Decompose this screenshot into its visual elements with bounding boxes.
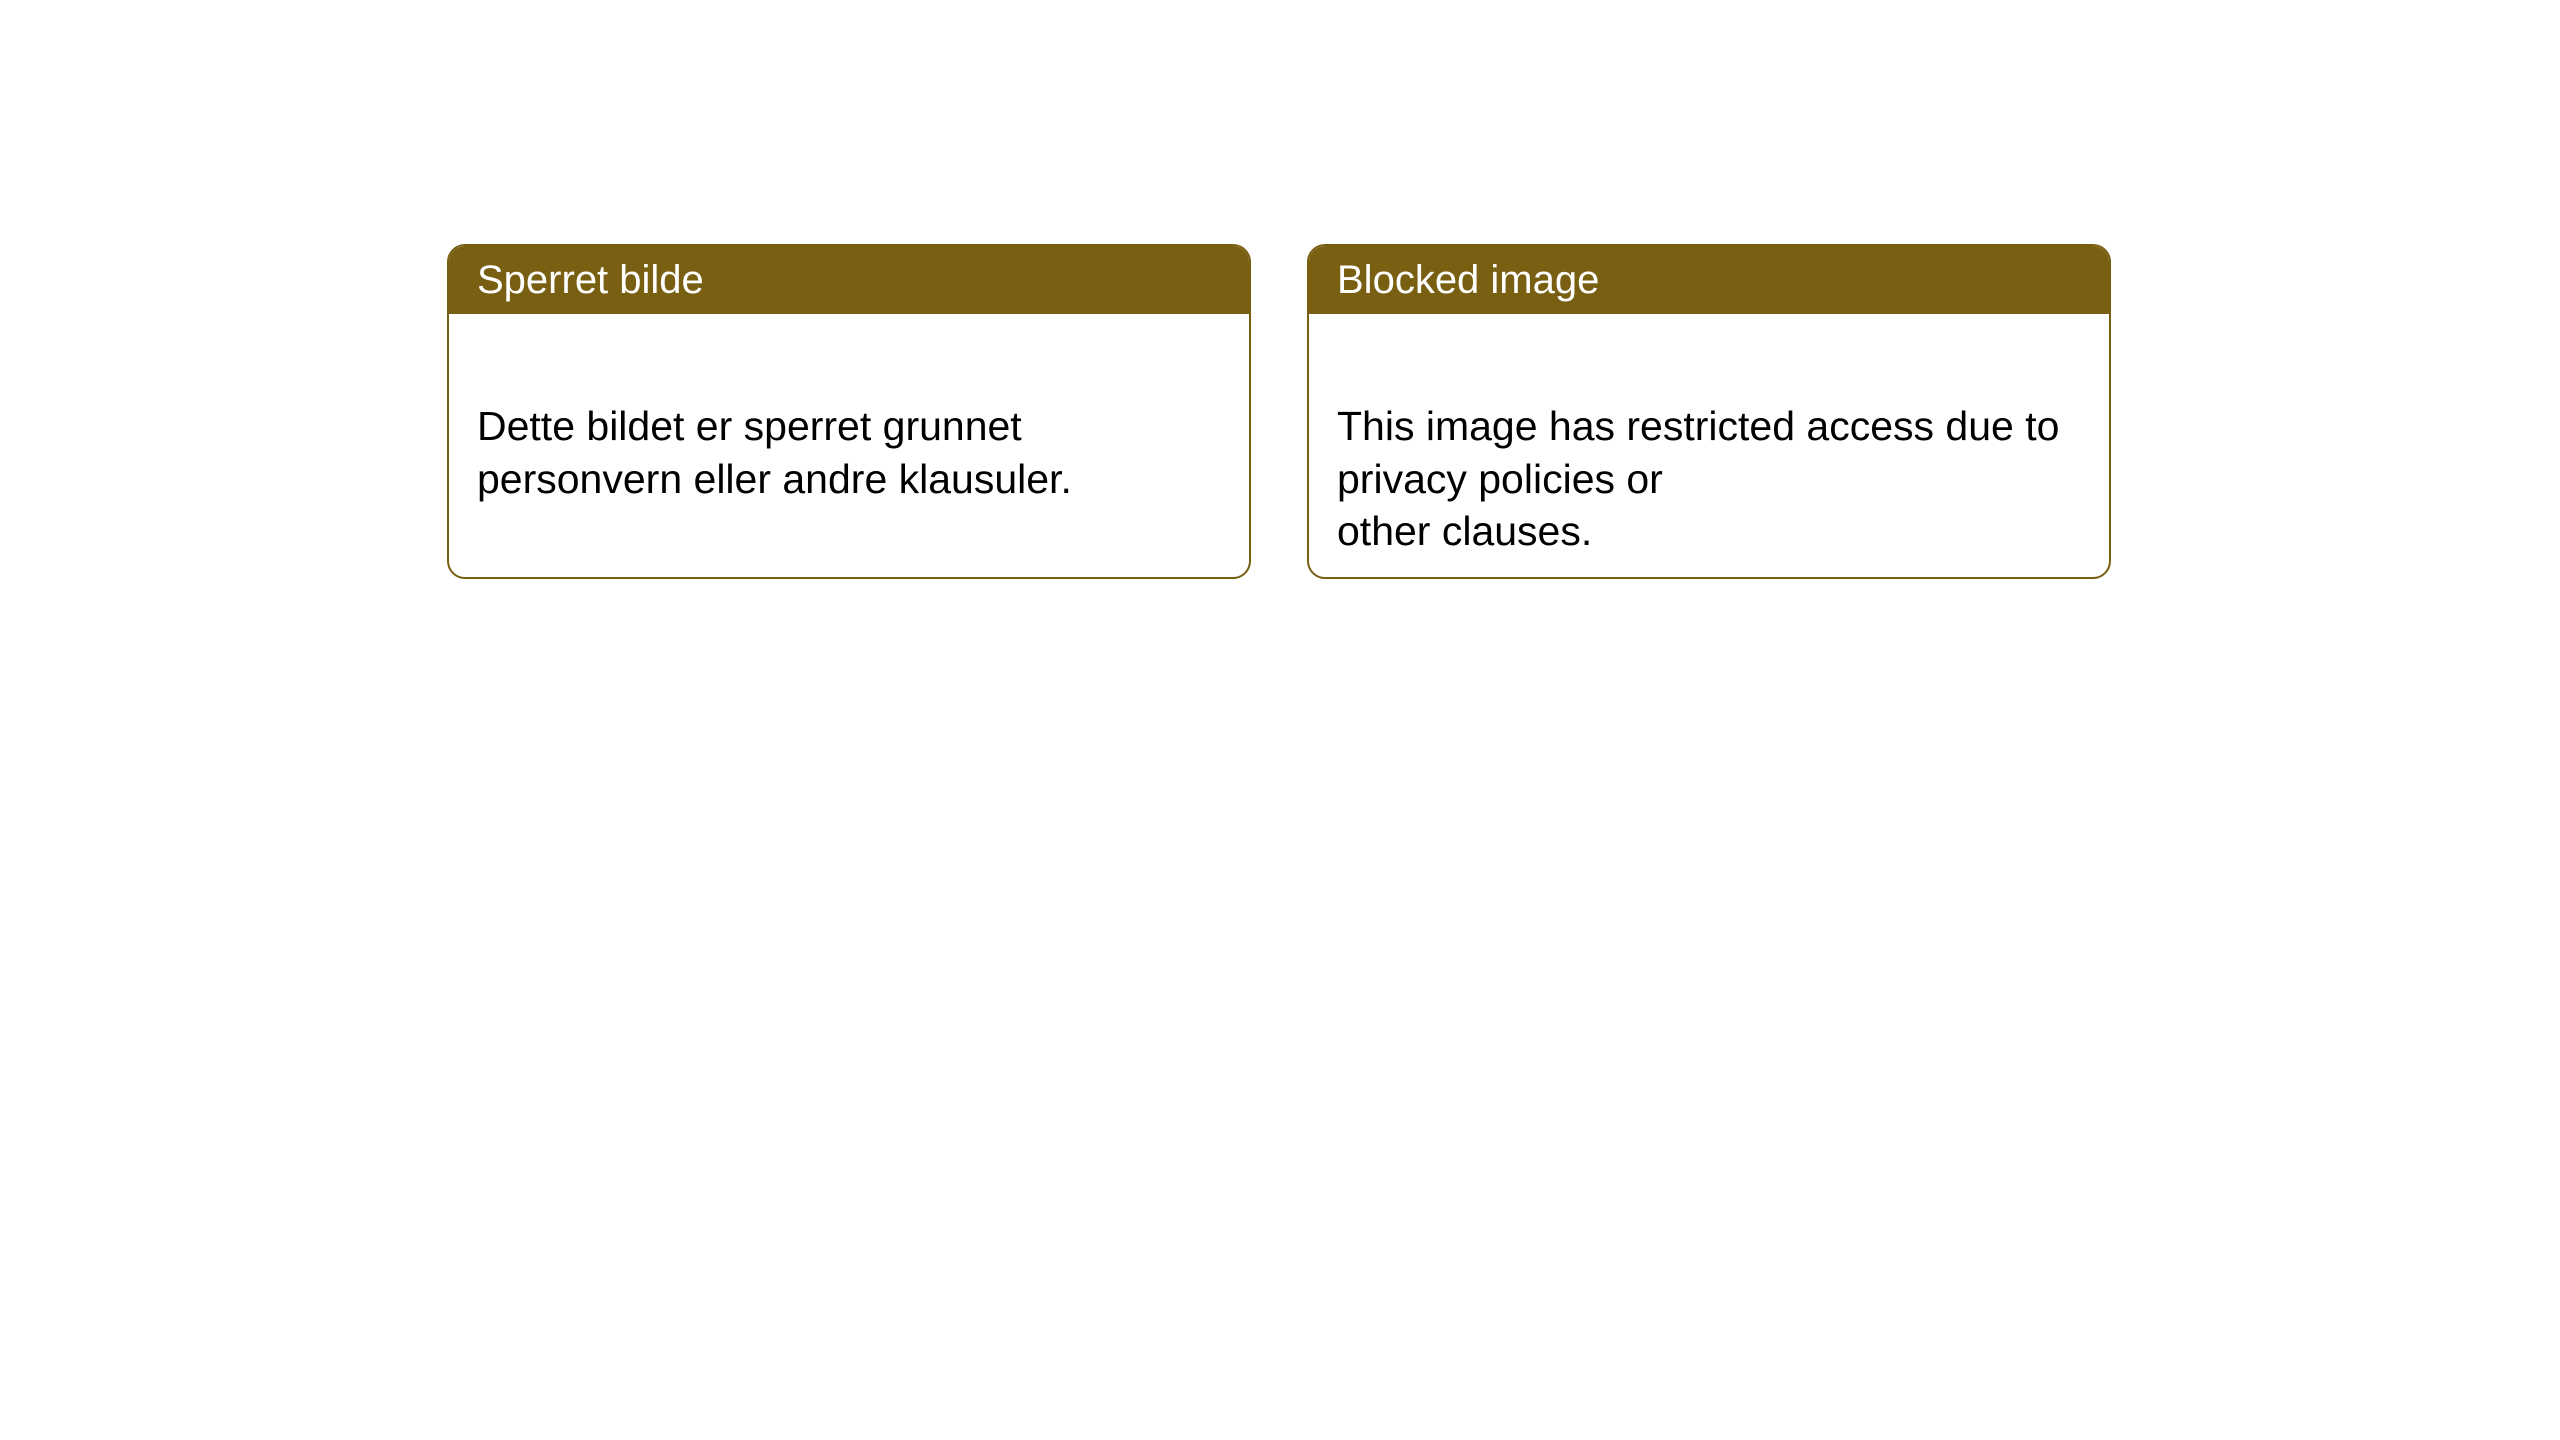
notice-body: This image has restricted access due to …: [1309, 314, 2109, 579]
notice-title: Sperret bilde: [477, 258, 704, 302]
notice-header: Blocked image: [1309, 246, 2109, 314]
notice-container: Sperret bilde Dette bildet er sperret gr…: [447, 244, 2111, 579]
notice-message: This image has restricted access due to …: [1337, 403, 2059, 554]
notice-card-english: Blocked image This image has restricted …: [1307, 244, 2111, 579]
notice-message: Dette bildet er sperret grunnet personve…: [477, 403, 1072, 501]
notice-card-norwegian: Sperret bilde Dette bildet er sperret gr…: [447, 244, 1251, 579]
notice-title: Blocked image: [1337, 258, 1599, 302]
notice-header: Sperret bilde: [449, 246, 1249, 314]
notice-body: Dette bildet er sperret grunnet personve…: [449, 314, 1249, 539]
